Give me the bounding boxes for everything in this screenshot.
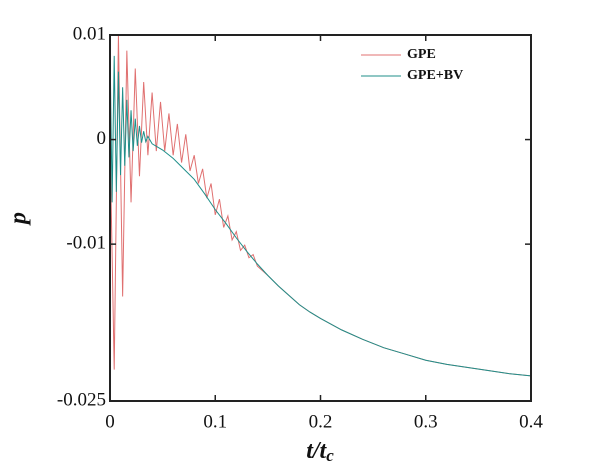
line-series	[110, 45, 531, 377]
x-tick-label: 0.2	[309, 411, 333, 432]
x-tick-label: 0.1	[203, 411, 227, 432]
line-series	[110, 35, 531, 377]
y-tick-label: -0.025	[57, 389, 106, 410]
plot	[110, 35, 531, 377]
x-axis-label: t/tc	[306, 438, 334, 465]
y-axis-label: p	[6, 212, 32, 226]
y-tick-label: 0.01	[73, 23, 106, 44]
y-tick-label: -0.01	[66, 233, 106, 254]
x-tick-label: 0.3	[414, 411, 438, 432]
y-tick-label: 0	[97, 128, 107, 149]
x-tick-label: 0.4	[519, 411, 543, 432]
legend-label: GPE+BV	[407, 68, 463, 83]
legend-label: GPE	[407, 47, 436, 62]
x-tick-label: 0	[105, 411, 115, 432]
plot-frame	[109, 34, 532, 402]
